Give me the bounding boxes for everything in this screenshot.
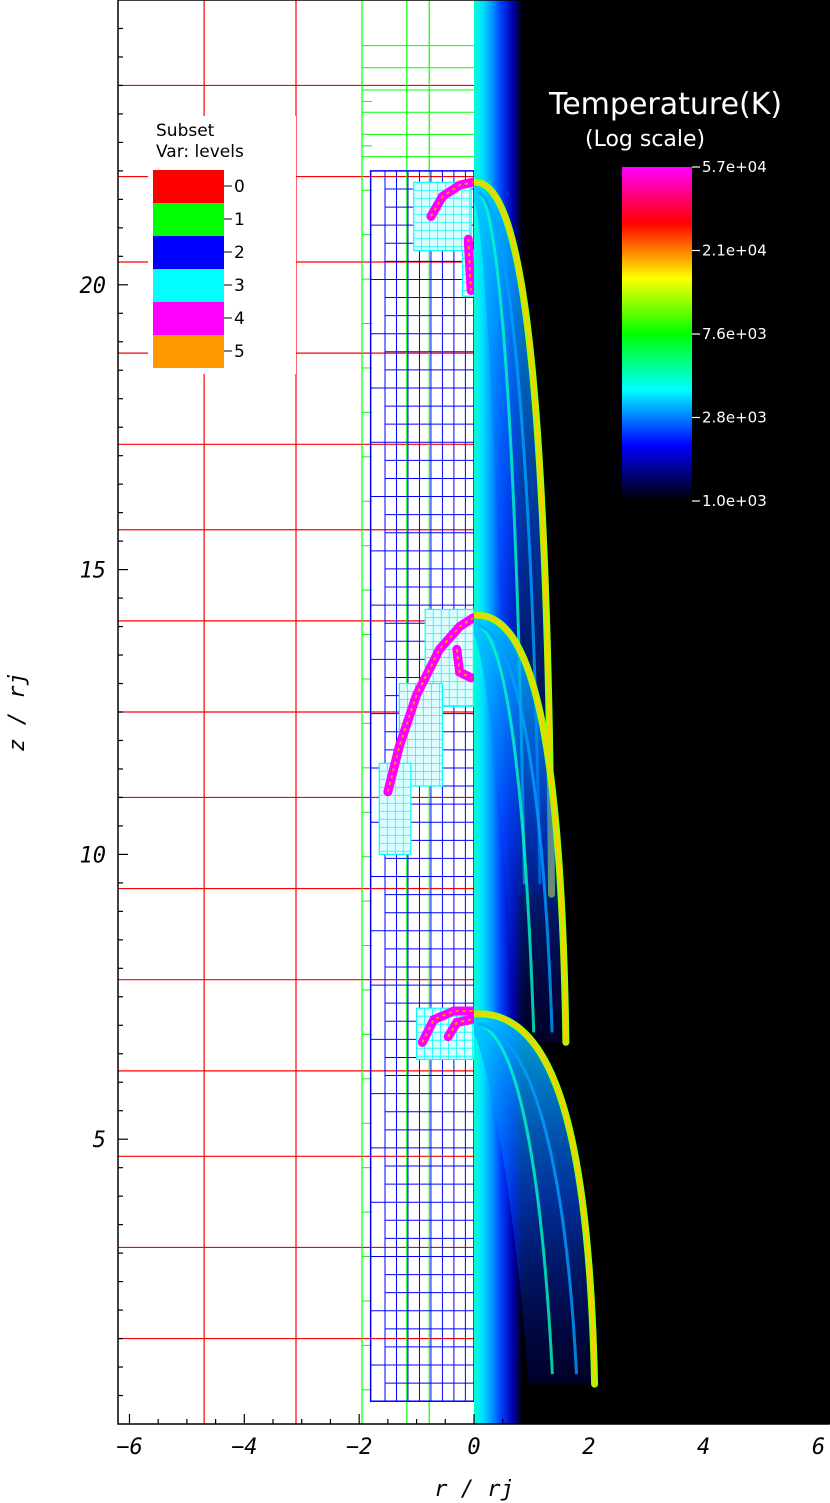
legend-label-level-4: 4 bbox=[234, 309, 245, 329]
legend-label-level-1: 1 bbox=[234, 210, 245, 230]
bow-shock-body-2 bbox=[474, 615, 566, 1043]
legend-swatch-level-5 bbox=[153, 335, 224, 368]
level4-arc-1-inner bbox=[430, 181, 474, 217]
level4-arc-3-inner bbox=[421, 1010, 473, 1043]
x-tick-label-6: 6 bbox=[812, 1435, 825, 1460]
legend-swatch-level-2 bbox=[153, 236, 224, 269]
legend-label-level-5: 5 bbox=[234, 342, 245, 362]
level2-block bbox=[369, 170, 474, 1402]
y-tick-label-15: 15 bbox=[80, 559, 107, 584]
colorbar-tick-label-1: 5.7e+04 bbox=[702, 158, 767, 176]
x-tick-label-0: 0 bbox=[467, 1435, 480, 1460]
bow-shock-edge-1 bbox=[474, 180, 554, 896]
y-tick-label-5: 5 bbox=[93, 1128, 106, 1153]
legend-title-line-2: Var: levels bbox=[156, 142, 244, 162]
x-tick-label-4: 4 bbox=[697, 1435, 710, 1460]
bow-shock-filament-3-1 bbox=[477, 1022, 554, 1375]
x-tick-label--4: −4 bbox=[231, 1435, 258, 1460]
bow-shock-body-3 bbox=[474, 1013, 595, 1385]
colorbar-tick-label-2: 2.1e+04 bbox=[702, 242, 767, 260]
level4-arc-1b-inner bbox=[467, 239, 473, 291]
x-axis-label: r / rj bbox=[434, 1477, 513, 1502]
colorbar-tick-label-3: 7.6e+03 bbox=[702, 325, 767, 343]
legend-label-level-3: 3 bbox=[234, 276, 245, 296]
legend-label-level-2: 2 bbox=[234, 243, 245, 263]
bow-shock-filament-2-1 bbox=[477, 623, 536, 1033]
x-tick-label-2: 2 bbox=[582, 1435, 595, 1460]
legend-swatch-level-0 bbox=[153, 170, 224, 203]
level4-arc-3b-inner bbox=[447, 1018, 472, 1038]
x-tick-label--2: −2 bbox=[346, 1435, 373, 1460]
y-tick-label-10: 10 bbox=[80, 843, 107, 868]
legend-swatch-level-1 bbox=[153, 203, 224, 236]
temperature-colorbar: Temperature(K) (Log scale) 5.7e+04 2.1e+04 7… bbox=[548, 87, 782, 510]
y-tick-label-20: 20 bbox=[80, 274, 107, 299]
legend-swatch-level-4 bbox=[153, 302, 224, 335]
colorbar-gradient bbox=[622, 167, 692, 501]
legend-title-line-1: Subset bbox=[156, 121, 215, 141]
level4-arc-2b-inner bbox=[455, 649, 472, 679]
bow-shock-filament-3-2 bbox=[477, 1022, 578, 1375]
colorbar-subtitle: (Log scale) bbox=[585, 127, 705, 152]
bow-shock-edge-2 bbox=[474, 613, 568, 1044]
colorbar-tick-label-4: 2.8e+03 bbox=[702, 409, 767, 427]
level4-arc-2-inner bbox=[386, 617, 474, 792]
bow-shock-edge-3 bbox=[474, 1012, 597, 1386]
bow-shock-filament-2-2 bbox=[477, 623, 554, 1033]
colorbar-tick-label-5: 1.0e+03 bbox=[702, 492, 767, 510]
colorbar-title: Temperature(K) bbox=[548, 87, 782, 122]
x-tick-label--6: −6 bbox=[116, 1435, 143, 1460]
legend-swatch-level-3 bbox=[153, 269, 224, 302]
legend-label-level-0: 0 bbox=[234, 177, 245, 197]
y-axis-label: z / rj bbox=[5, 672, 30, 751]
